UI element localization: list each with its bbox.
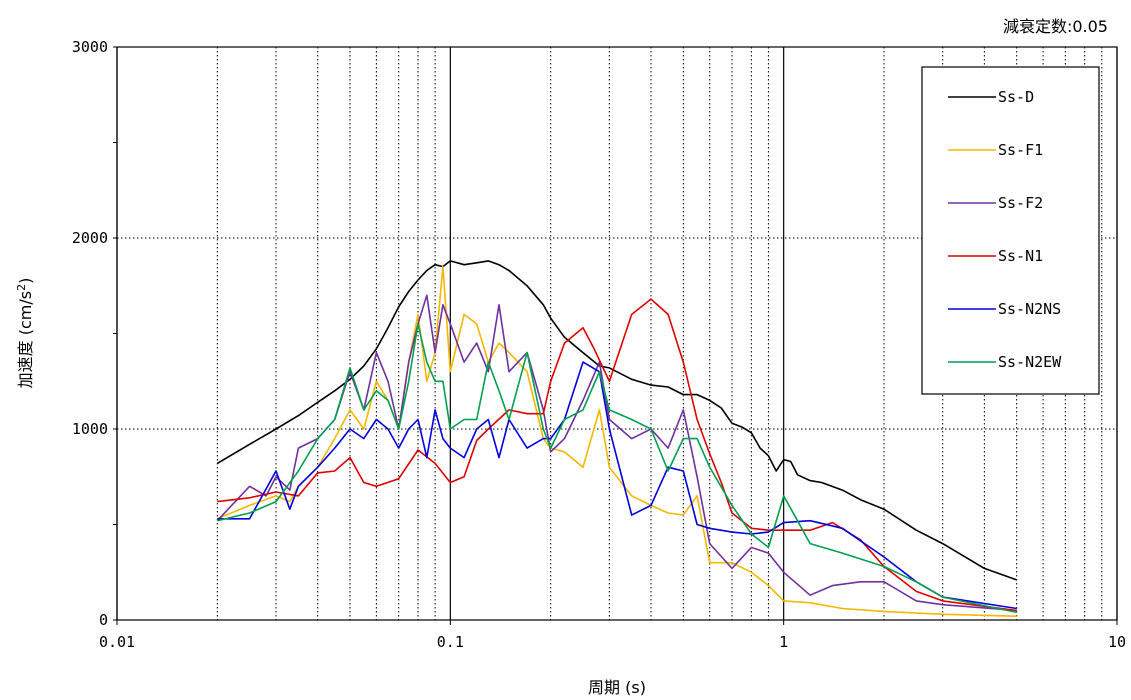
series-line-ss-n1 — [217, 298, 1017, 612]
x-tick-label: 10 — [1108, 633, 1126, 651]
legend-item: Ss-N2EW — [948, 353, 1062, 371]
y-tick-label: 3000 — [72, 38, 108, 56]
legend-item: Ss-F1 — [948, 141, 1043, 159]
damping-note: 減衰定数:0.05 — [1003, 17, 1108, 36]
legend-item: Ss-F2 — [948, 194, 1043, 212]
x-tick-label: 0.1 — [437, 633, 464, 651]
x-tick-label: 0.01 — [99, 633, 135, 651]
y-tick-label: 2000 — [72, 229, 108, 247]
y-axis-label-close: ) — [16, 278, 35, 284]
legend-label: Ss-N1 — [998, 247, 1043, 265]
axis-ticks: 0.01 0.1 1 10 0 1000 2000 3000 — [72, 38, 1126, 651]
legend: Ss-D Ss-F1 Ss-F2 Ss-N1 Ss-N2NS Ss-N2EW — [921, 66, 1100, 395]
series-line-ss-n2ew — [217, 323, 1017, 614]
legend-label: Ss-D — [998, 88, 1034, 106]
legend-label: Ss-F2 — [998, 194, 1043, 212]
series-lines — [216, 260, 1017, 617]
series-line-ss-n2ns — [217, 361, 1017, 610]
y-axis-label-superscript: 2 — [15, 284, 28, 291]
series-line-ss-d — [216, 260, 1017, 581]
y-tick-label: 0 — [99, 611, 108, 629]
series-line-ss-f1 — [216, 265, 1017, 617]
legend-label: Ss-F1 — [998, 141, 1043, 159]
y-axis-label: 加速度 (cm/s2) — [15, 278, 35, 389]
legend-item: Ss-N1 — [948, 247, 1043, 265]
series-line-ss-f2 — [216, 294, 1017, 612]
legend-label: Ss-N2EW — [998, 353, 1062, 371]
y-axis-label-main: 加速度 (cm/s — [16, 291, 35, 388]
legend-item: Ss-D — [948, 88, 1034, 106]
legend-item: Ss-N2NS — [948, 300, 1061, 318]
legend-label: Ss-N2NS — [998, 300, 1061, 318]
x-axis-label: 周期 (s) — [588, 678, 646, 697]
y-tick-label: 1000 — [72, 420, 108, 438]
x-tick-label: 1 — [779, 633, 788, 651]
legend-box — [921, 66, 1100, 395]
